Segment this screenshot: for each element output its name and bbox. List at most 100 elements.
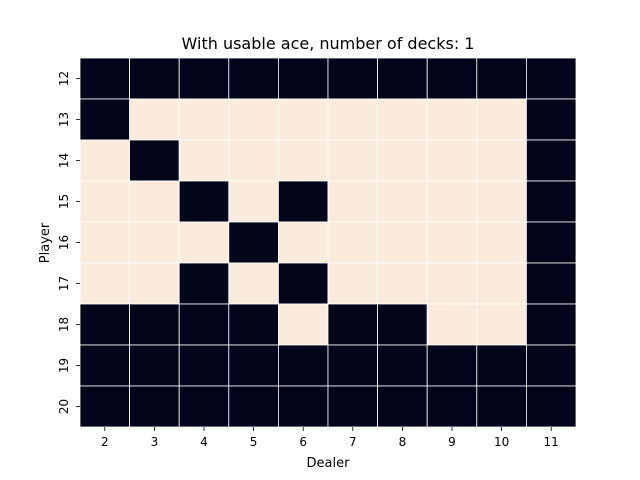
heatmap-cell xyxy=(327,303,378,346)
heatmap-cell xyxy=(178,262,230,305)
heatmap-cell xyxy=(426,180,478,223)
heatmap-cell xyxy=(526,221,577,264)
heatmap-cell xyxy=(526,303,577,346)
heatmap-cell xyxy=(476,262,527,305)
x-tick-label: 7 xyxy=(349,435,357,449)
heatmap-cell xyxy=(526,262,577,305)
heatmap-cell xyxy=(79,180,130,223)
heatmap-cell xyxy=(178,303,230,346)
heatmap-cell xyxy=(526,98,577,141)
heatmap-cell xyxy=(277,98,329,141)
heatmap-cell xyxy=(129,57,180,100)
y-tick-label: 17 xyxy=(57,276,71,291)
y-tick-label: 16 xyxy=(57,235,71,250)
heatmap-cell xyxy=(228,344,279,387)
heatmap-cell xyxy=(228,57,279,100)
heatmap-cell xyxy=(526,180,577,223)
heatmap-cell xyxy=(476,303,527,346)
heatmap-cell xyxy=(129,385,180,428)
heatmap-cell xyxy=(79,139,130,182)
x-tick-label: 5 xyxy=(250,435,258,449)
heatmap-cell xyxy=(327,221,378,264)
heatmap-cell xyxy=(79,98,130,141)
heatmap-cell xyxy=(526,385,577,428)
heatmap-cell xyxy=(79,385,130,428)
heatmap-cell xyxy=(526,344,577,387)
x-tick-label: 10 xyxy=(494,435,509,449)
heatmap-cell xyxy=(228,139,279,182)
heatmap-cell xyxy=(129,180,180,223)
heatmap-cell xyxy=(277,344,329,387)
x-axis-label: Dealer xyxy=(307,456,351,471)
heatmap-cell xyxy=(277,57,329,100)
heatmap-cell xyxy=(476,57,527,100)
heatmap-cell xyxy=(426,262,478,305)
heatmap-cell xyxy=(377,303,428,346)
heatmap-cell xyxy=(79,344,130,387)
heatmap-cell xyxy=(178,139,230,182)
heatmap-cell xyxy=(178,98,230,141)
heatmap-cell xyxy=(377,98,428,141)
heatmap-cell xyxy=(79,303,130,346)
x-tick-label: 3 xyxy=(151,435,159,449)
heatmap-cell xyxy=(426,344,478,387)
x-tick-label: 2 xyxy=(101,435,109,449)
y-axis-ticks: 12 13 14 15 16 17 18 19 20 xyxy=(57,71,80,414)
heatmap-cell xyxy=(129,98,180,141)
heatmap-cell xyxy=(79,262,130,305)
heatmap-cell xyxy=(228,221,279,264)
heatmap-cell xyxy=(129,344,180,387)
heatmap-cell xyxy=(277,303,329,346)
heatmap-cell xyxy=(377,139,428,182)
heatmap-cell xyxy=(377,221,428,264)
x-tick-label: 8 xyxy=(399,435,407,449)
y-tick-label: 12 xyxy=(57,71,71,86)
heatmap-cell xyxy=(426,57,478,100)
heatmap-cell xyxy=(129,139,180,182)
x-tick-label: 4 xyxy=(200,435,208,449)
heatmap-cell xyxy=(426,385,478,428)
heatmap-cell xyxy=(327,98,378,141)
heatmap-cell xyxy=(476,98,527,141)
heatmap-cell xyxy=(476,385,527,428)
heatmap-cell xyxy=(426,221,478,264)
heatmap-cell xyxy=(377,262,428,305)
heatmap-cell xyxy=(327,385,378,428)
heatmap-cell xyxy=(228,385,279,428)
heatmap-cell xyxy=(178,385,230,428)
heatmap-cell xyxy=(178,221,230,264)
heatmap-cell xyxy=(79,57,130,100)
y-tick-label: 15 xyxy=(57,194,71,209)
y-tick-label: 19 xyxy=(57,358,71,373)
heatmap-cell xyxy=(327,344,378,387)
heatmap-cell xyxy=(277,180,329,223)
heatmap-cell xyxy=(476,221,527,264)
x-tick-label: 11 xyxy=(544,435,559,449)
heatmap-cell xyxy=(526,57,577,100)
heatmap-cell xyxy=(327,262,378,305)
heatmap-cell xyxy=(178,180,230,223)
y-tick-label: 20 xyxy=(57,399,71,414)
heatmap-cell xyxy=(277,385,329,428)
x-tick-label: 6 xyxy=(299,435,307,449)
heatmap-cell xyxy=(277,139,329,182)
y-tick-label: 18 xyxy=(57,317,71,332)
y-tick-label: 14 xyxy=(57,153,71,168)
chart-title: With usable ace, number of decks: 1 xyxy=(182,34,475,53)
x-tick-label: 9 xyxy=(448,435,456,449)
heatmap-cell xyxy=(327,180,378,223)
x-axis-ticks: 2 3 4 5 6 7 8 9 10 11 xyxy=(101,427,559,449)
heatmap-cell xyxy=(277,221,329,264)
heatmap-cell xyxy=(129,221,180,264)
heatmap-cell xyxy=(426,139,478,182)
heatmap-cell xyxy=(178,57,230,100)
heatmap-cell xyxy=(377,57,428,100)
heatmap-cell xyxy=(426,303,478,346)
heatmap-cell xyxy=(526,139,577,182)
heatmap-cell xyxy=(377,385,428,428)
heatmap-cell xyxy=(228,98,279,141)
heatmap-cell xyxy=(129,262,180,305)
heatmap-cell xyxy=(327,139,378,182)
heatmap-cell xyxy=(129,303,180,346)
